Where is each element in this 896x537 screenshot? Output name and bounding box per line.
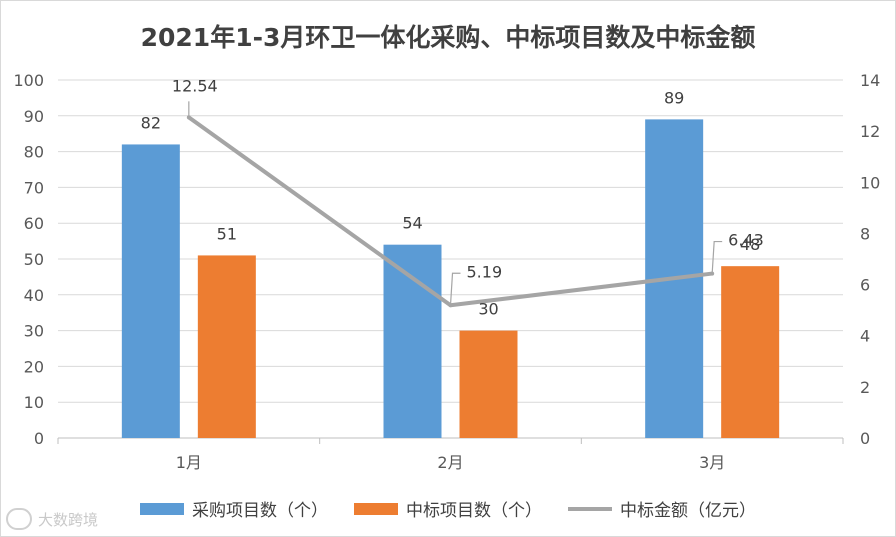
leader-line xyxy=(711,240,723,274)
y2-tick-label: 8 xyxy=(860,224,870,243)
line-series xyxy=(186,115,715,308)
bars xyxy=(121,119,780,438)
bar-data-label: 82 xyxy=(141,113,161,132)
chart-title: 2021年1-3月环卫一体化采购、中标项目数及中标金额 xyxy=(140,23,756,52)
legend-item: 中标项目数（个） xyxy=(354,496,542,521)
y-tick-label: 90 xyxy=(24,107,44,126)
x-tick-label: 3月 xyxy=(699,453,725,472)
x-tick-label: 2月 xyxy=(437,453,463,472)
legend-item: 采购项目数（个） xyxy=(140,496,328,521)
legend-item: 中标金额（亿元） xyxy=(568,496,756,521)
y-tick-label: 0 xyxy=(34,429,44,448)
legend-label: 采购项目数（个） xyxy=(192,501,328,521)
axes: 0 10 20 30 40 50 60 70 80 90 100 0 2 4 6 8 10 12 14 1月 2月 3月 xyxy=(13,71,880,472)
line-data-label: 5.19 xyxy=(467,262,503,281)
legend-label: 中标项目数（个） xyxy=(406,501,542,521)
line-series-path xyxy=(187,115,713,308)
bar-data-label: 48 xyxy=(740,235,760,254)
bar xyxy=(197,255,256,438)
y2-tick-label: 10 xyxy=(860,173,880,192)
data-labels: 82 54 89 51 30 48 12.54 5.19 6.43 xyxy=(141,76,764,318)
y-tick-label: 20 xyxy=(24,357,44,376)
y2-tick-label: 4 xyxy=(860,327,870,346)
legend-swatch xyxy=(568,506,612,511)
y-tick-label: 70 xyxy=(24,178,44,197)
bar-data-label: 54 xyxy=(402,214,422,233)
leader-line xyxy=(449,272,461,306)
bar xyxy=(721,266,780,438)
y-tick-label: 80 xyxy=(24,143,44,162)
watermark-logo-icon xyxy=(6,508,32,530)
y2-tick-label: 0 xyxy=(860,429,870,448)
y-tick-label: 60 xyxy=(24,214,44,233)
bar xyxy=(121,144,180,438)
line-data-label: 6.43 xyxy=(728,231,764,250)
line-data-label: 12.54 xyxy=(172,76,218,95)
bar xyxy=(383,244,442,438)
y-tick-label: 10 xyxy=(24,393,44,412)
y2-tick-label: 14 xyxy=(860,71,880,90)
bar-data-label: 30 xyxy=(478,300,498,319)
watermark: 大数跨境 xyxy=(6,508,98,530)
x-tick-label: 1月 xyxy=(176,453,202,472)
y-tick-label: 40 xyxy=(24,286,44,305)
legend-swatch xyxy=(140,502,184,515)
y2-tick-label: 6 xyxy=(860,276,870,295)
bar-data-label: 51 xyxy=(217,224,237,243)
legend-swatch xyxy=(354,502,398,515)
y-tick-label: 30 xyxy=(24,322,44,341)
legend-label: 中标金额（亿元） xyxy=(620,501,756,521)
y-tick-label: 50 xyxy=(24,250,44,269)
legend: 采购项目数（个） 中标项目数（个） 中标金额（亿元） xyxy=(0,496,896,521)
y-tick-label: 100 xyxy=(13,71,44,90)
y2-tick-label: 12 xyxy=(860,122,880,141)
watermark-text: 大数跨境 xyxy=(38,510,99,529)
bar-data-label: 89 xyxy=(664,88,684,107)
y2-tick-label: 2 xyxy=(860,378,870,397)
bar xyxy=(459,330,518,438)
